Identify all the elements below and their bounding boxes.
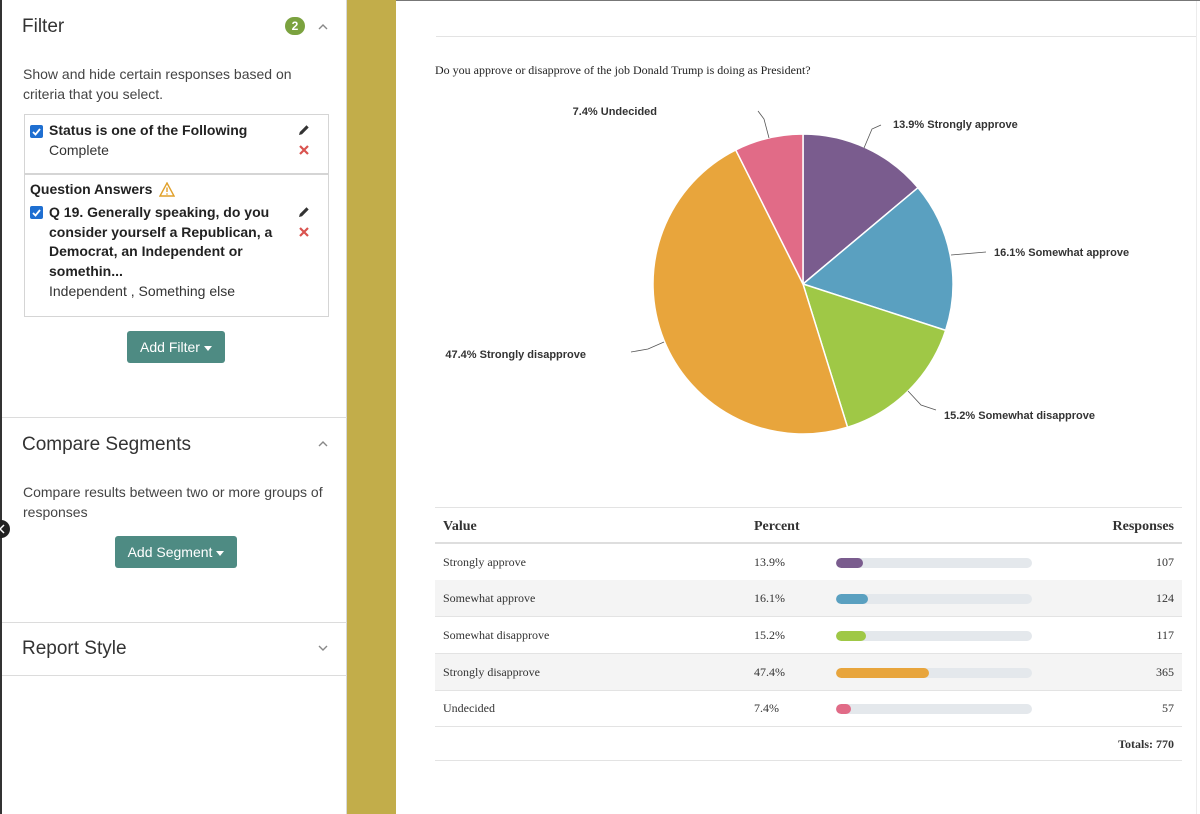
compare-description: Compare results between two or more grou… (23, 484, 323, 520)
table-row: Strongly approve 13.9% 107 (435, 544, 1182, 581)
pie-slice[interactable] (801, 282, 947, 429)
pie-leader-line (863, 124, 882, 149)
pie-slice[interactable] (802, 133, 920, 286)
row-responses: 107 (1156, 555, 1174, 569)
remove-x-icon[interactable] (297, 225, 311, 239)
pie-slice-label: 7.4% Undecided (573, 106, 657, 118)
row-percent: 15.2% (754, 628, 785, 642)
question-filter-line-3: Democrat, an Independent or (49, 243, 243, 259)
pie-chart: 13.9% Strongly approve 16.1% Somewhat app… (445, 106, 1129, 435)
table-row: Somewhat approve 16.1% 124 (435, 580, 1182, 617)
report-content: Do you approve or disapprove of the job … (396, 0, 1200, 814)
section-divider (2, 417, 348, 418)
compare-section-title[interactable]: Compare Segments (22, 434, 191, 455)
percent-bar-track (836, 704, 1032, 714)
chevron-up-icon[interactable] (316, 437, 330, 451)
percent-bar-fill (836, 594, 868, 604)
report-style-section-title[interactable]: Report Style (22, 638, 127, 659)
filter-section-title[interactable]: Filter (22, 16, 65, 37)
question-title: Do you approve or disapprove of the job … (435, 63, 811, 77)
chevron-up-icon[interactable] (316, 20, 330, 34)
collapse-panel-icon[interactable] (0, 520, 10, 538)
pie-slice-label: 15.2% Somewhat disapprove (944, 410, 1095, 422)
header-rule (436, 36, 1196, 37)
pie-slice-label: 13.9% Strongly approve (893, 119, 1018, 131)
value-column-header[interactable]: Value (443, 519, 477, 534)
row-responses: 124 (1156, 591, 1174, 605)
pie-slice-label: 47.4% Strongly disapprove (445, 349, 586, 361)
percent-bar-fill (836, 631, 866, 641)
warning-icon (158, 181, 176, 197)
status-filter-value: Complete (49, 142, 109, 158)
percent-bar-fill (836, 558, 864, 568)
row-percent: 16.1% (754, 591, 785, 605)
row-responses: 365 (1156, 665, 1174, 679)
row-value: Somewhat approve (443, 591, 536, 605)
row-value: Somewhat disapprove (443, 628, 550, 642)
pie-leader-line (630, 341, 665, 353)
question-filter-line-4: somethin... (49, 263, 123, 279)
chevron-down-icon[interactable] (316, 641, 330, 655)
row-percent: 7.4% (754, 701, 779, 715)
pie-leader-line (907, 390, 937, 411)
caret-down-icon (216, 550, 225, 556)
table-row: Somewhat disapprove 15.2% 117 (435, 617, 1182, 654)
question-answers-title: Question Answers (30, 181, 153, 197)
panel-splitter[interactable] (347, 0, 396, 814)
row-value: Strongly approve (443, 555, 526, 569)
status-filter-checkbox[interactable] (30, 125, 43, 138)
table-row: Strongly disapprove 47.4% 365 (435, 654, 1182, 691)
left-panel: Filter 2 Show and hide certain responses… (0, 0, 348, 814)
totals-label: Totals: 770 (1118, 737, 1174, 751)
filter-count-badge: 2 (285, 17, 305, 35)
row-responses: 57 (1162, 701, 1174, 715)
pie-leader-line (950, 251, 987, 256)
pie-leader-line (757, 110, 770, 139)
question-filter-checkbox[interactable] (30, 206, 43, 219)
pie-slice[interactable] (801, 186, 954, 332)
question-filter-card: Question Answers Q 19. Generally speakin… (24, 174, 329, 317)
responses-column-header[interactable]: Responses (1112, 519, 1174, 534)
percent-bar-track (836, 558, 1032, 568)
section-divider (2, 675, 348, 676)
pie-slice[interactable] (734, 133, 804, 285)
percent-bar-track (836, 594, 1032, 604)
row-percent: 47.4% (754, 665, 785, 679)
table-bottom-rule (435, 760, 1182, 761)
table-header: Value Percent Responses (435, 507, 1182, 544)
filter-description: Show and hide certain responses based on… (23, 66, 292, 102)
section-divider (2, 622, 348, 623)
row-value: Strongly disapprove (443, 665, 540, 679)
edit-pencil-icon[interactable] (297, 205, 311, 219)
row-percent: 13.9% (754, 555, 785, 569)
add-segment-label: Add Segment (127, 544, 213, 560)
percent-bar-track (836, 631, 1032, 641)
add-segment-button[interactable]: Add Segment (115, 536, 237, 568)
question-filter-line-2: consider yourself a Republican, a (49, 224, 273, 240)
pie-slice[interactable] (652, 148, 849, 435)
scroll-edge (1196, 1, 1200, 814)
remove-x-icon[interactable] (297, 143, 311, 157)
status-filter-title: Status is one of the Following (49, 122, 248, 138)
percent-bar-fill (836, 668, 929, 678)
percent-bar-fill (836, 704, 851, 714)
row-responses: 117 (1156, 628, 1174, 642)
edit-pencil-icon[interactable] (297, 123, 311, 137)
row-value: Undecided (443, 701, 495, 715)
question-filter-value: Independent , Something else (49, 283, 236, 299)
add-filter-label: Add Filter (140, 339, 200, 355)
percent-bar-track (836, 668, 1032, 678)
table-row: Undecided 7.4% 57 (435, 690, 1182, 727)
caret-down-icon (203, 345, 212, 351)
question-filter-line-1: Q 19. Generally speaking, do you (49, 204, 270, 220)
status-filter-card: Status is one of the Following Complete (24, 114, 329, 174)
percent-column-header[interactable]: Percent (754, 519, 800, 534)
add-filter-button[interactable]: Add Filter (127, 331, 225, 363)
pie-slice-label: 16.1% Somewhat approve (994, 247, 1129, 259)
